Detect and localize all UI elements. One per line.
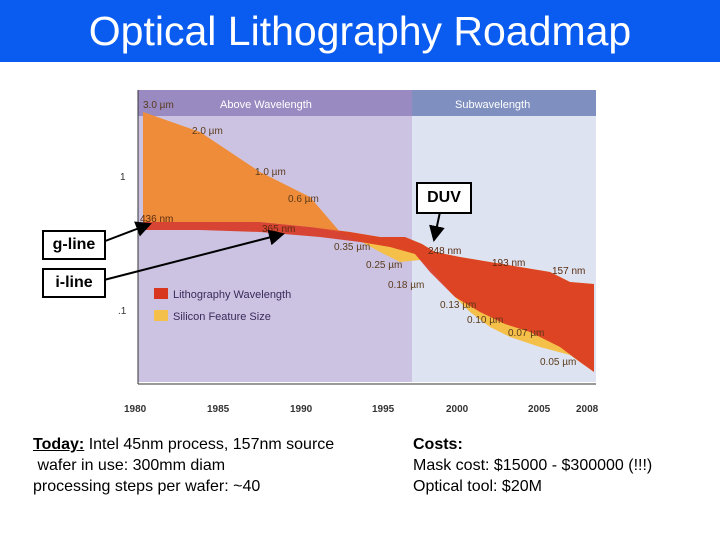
optical-tool-cost: Optical tool: $20M xyxy=(413,478,542,495)
today-line-1-rest: Intel 45nm process, 157nm source xyxy=(84,436,335,453)
wavelength-band xyxy=(143,222,594,372)
g-line-callout: g-line xyxy=(42,230,106,260)
wavelength-label: 157 nm xyxy=(552,266,585,277)
x-tick-1990: 1990 xyxy=(290,404,313,415)
feature-label: 1.0 µm xyxy=(255,167,286,178)
today-line-3: processing steps per wafer: ~40 xyxy=(33,478,261,495)
wavelength-label: 193 nm xyxy=(492,258,525,269)
feature-label: 0.07 µm xyxy=(508,328,544,339)
legend-wavelength-swatch xyxy=(154,288,168,299)
feature-label: 2.0 µm xyxy=(192,126,223,137)
today-line-1: Today: Intel 45nm process, 157nm source xyxy=(33,434,334,455)
feature-label: 0.10 µm xyxy=(467,315,503,326)
legend-wavelength-label: Lithography Wavelength xyxy=(173,289,291,301)
today-line-2: wafer in use: 300mm diam xyxy=(33,457,226,474)
feature-label: 0.05 µm xyxy=(540,357,576,368)
title-bar: Optical Lithography Roadmap xyxy=(0,0,720,62)
wavelength-label: 365 nm xyxy=(262,224,295,235)
header-band-right xyxy=(412,90,596,116)
legend-feature-swatch xyxy=(154,310,168,321)
x-tick-2008: 2008 xyxy=(576,404,599,415)
wavelength-label: 436 nm xyxy=(140,214,173,225)
y-tick-01: .1 xyxy=(118,306,127,317)
feature-label: 0.13 µm xyxy=(440,300,476,311)
x-tick-1980: 1980 xyxy=(124,404,147,415)
feature-label: 0.35 µm xyxy=(334,242,370,253)
today-label: Today: xyxy=(33,436,85,453)
costs-text-block: Costs: Mask cost: $15000 - $300000 (!!!)… xyxy=(413,434,652,497)
x-tick-2005: 2005 xyxy=(528,404,551,415)
duv-callout: DUV xyxy=(416,182,472,214)
header-band-left xyxy=(138,90,412,116)
slide-title: Optical Lithography Roadmap xyxy=(88,8,632,54)
legend-feature-label: Silicon Feature Size xyxy=(173,311,271,323)
x-tick-1995: 1995 xyxy=(372,404,395,415)
x-tick-1985: 1985 xyxy=(207,404,230,415)
wavelength-upper-band xyxy=(143,112,340,232)
feature-label: 0.25 µm xyxy=(366,260,402,271)
header-above-label: Above Wavelength xyxy=(220,99,312,111)
x-tick-2000: 2000 xyxy=(446,404,469,415)
roadmap-figure: Above Wavelength Subwavelength 1 .1 1980… xyxy=(118,90,599,415)
wavelength-label: 248 nm xyxy=(428,246,461,257)
feature-label: 0.6 µm xyxy=(288,194,319,205)
i-line-callout: i-line xyxy=(42,268,106,298)
feature-label: 3.0 µm xyxy=(143,100,174,111)
costs-label: Costs: xyxy=(413,436,463,453)
y-tick-1: 1 xyxy=(120,172,126,183)
feature-label: 0.18 µm xyxy=(388,280,424,291)
header-sub-label: Subwavelength xyxy=(455,99,530,111)
mask-cost: Mask cost: $15000 - $300000 (!!!) xyxy=(413,457,653,474)
today-text-block: Today: Intel 45nm process, 157nm source … xyxy=(33,434,334,497)
